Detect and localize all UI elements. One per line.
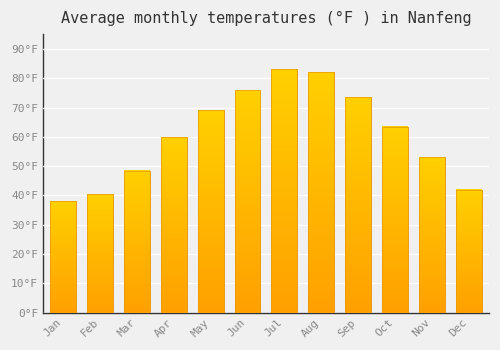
- Bar: [124, 170, 150, 313]
- Bar: [419, 157, 444, 313]
- Bar: [87, 194, 113, 313]
- Bar: [198, 111, 224, 313]
- Bar: [234, 90, 260, 313]
- Bar: [419, 157, 444, 313]
- Bar: [456, 190, 481, 313]
- Bar: [272, 69, 297, 313]
- Bar: [308, 72, 334, 313]
- Title: Average monthly temperatures (°F ) in Nanfeng: Average monthly temperatures (°F ) in Na…: [60, 11, 471, 26]
- Bar: [87, 194, 113, 313]
- Bar: [234, 90, 260, 313]
- Bar: [345, 97, 371, 313]
- Bar: [456, 190, 481, 313]
- Bar: [345, 97, 371, 313]
- Bar: [272, 69, 297, 313]
- Bar: [50, 201, 76, 313]
- Bar: [382, 127, 408, 313]
- Bar: [198, 111, 224, 313]
- Bar: [382, 127, 408, 313]
- Bar: [161, 137, 186, 313]
- Bar: [124, 170, 150, 313]
- Bar: [50, 201, 76, 313]
- Bar: [308, 72, 334, 313]
- Bar: [161, 137, 186, 313]
